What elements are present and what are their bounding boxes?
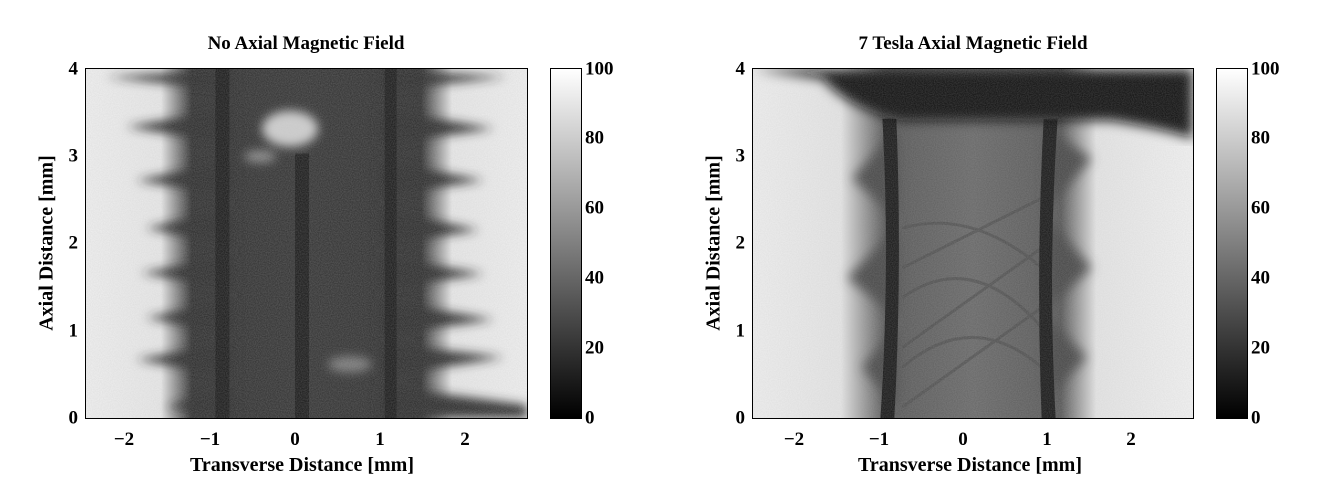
left-chart-title: No Axial Magnetic Field [207,33,405,54]
right-cbar-tick-0: 0 [1251,407,1261,429]
left-ytick-0: 0 [68,407,79,429]
left-cbar-tick-100: 100 [585,58,614,80]
left-x-axis-label: Transverse Distance [mm] [189,454,415,476]
right-ytick-1: 1 [735,320,746,342]
right-cbar-tick-80: 80 [1251,127,1270,149]
left-xtick-4: 2 [460,429,470,450]
right-cbar-tick-100: 100 [1251,58,1280,80]
right-cbar-tick-20: 20 [1251,337,1270,359]
right-chart-title: 7 Tesla Axial Magnetic Field [858,33,1088,54]
right-xtick-1: −1 [868,429,890,450]
right-xtick-3: 1 [1042,429,1052,450]
left-cbar-tick-40: 40 [585,267,604,289]
left-ytick-2: 2 [68,232,79,254]
right-heatmap-image [753,69,1193,418]
right-xtick-0: −2 [783,429,805,450]
left-ytick-4: 4 [68,58,79,80]
left-xtick-0: −2 [113,429,135,450]
left-heatmap-image [86,69,527,418]
left-xtick-2: 0 [290,429,300,450]
left-xtick-3: 1 [375,429,385,450]
right-xtick-4: 2 [1126,429,1136,450]
right-ytick-3: 3 [735,145,746,167]
left-cbar-tick-20: 20 [585,337,604,359]
left-cbar-tick-0: 0 [585,407,595,429]
right-cbar-tick-60: 60 [1251,197,1270,219]
right-ytick-4: 4 [735,58,746,80]
left-cbar-tick-80: 80 [585,127,604,149]
right-x-axis-label: Transverse Distance [mm] [857,454,1083,476]
right-y-axis-label: Axial Distance [mm] [702,155,725,331]
right-xtick-2: 0 [958,429,968,450]
left-ytick-1: 1 [68,320,79,342]
right-cbar-tick-40: 40 [1251,267,1270,289]
right-ytick-0: 0 [735,407,746,429]
right-colorbar [1216,68,1248,419]
left-ytick-3: 3 [68,145,79,167]
right-heatmap-plot [752,68,1194,419]
left-cbar-tick-60: 60 [585,197,604,219]
left-heatmap-plot [85,68,528,419]
left-colorbar [550,68,582,419]
left-xtick-1: −1 [199,429,221,450]
left-y-axis-label: Axial Distance [mm] [35,155,58,331]
right-ytick-2: 2 [735,232,746,254]
